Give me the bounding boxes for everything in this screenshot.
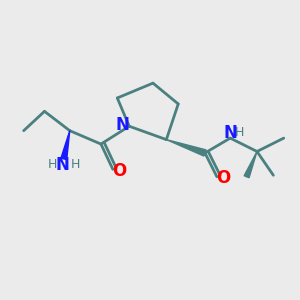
Text: N: N [56, 156, 69, 174]
Text: N: N [223, 124, 237, 142]
Text: H: H [235, 126, 244, 139]
Text: H: H [70, 158, 80, 171]
Polygon shape [166, 140, 206, 156]
Text: N: N [116, 116, 130, 134]
Text: O: O [216, 169, 230, 187]
Text: O: O [112, 162, 127, 180]
Polygon shape [61, 131, 70, 160]
Polygon shape [244, 152, 257, 178]
Text: H: H [48, 158, 57, 171]
